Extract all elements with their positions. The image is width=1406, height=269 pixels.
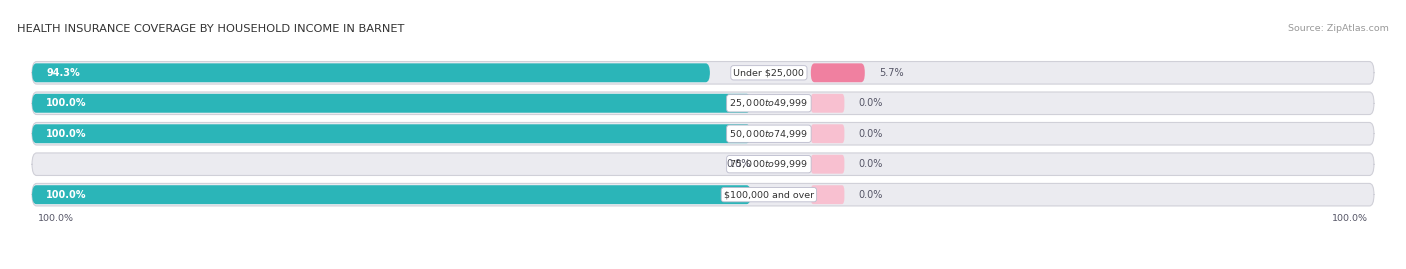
FancyBboxPatch shape <box>32 153 1374 175</box>
FancyBboxPatch shape <box>32 62 1374 84</box>
Text: 0.0%: 0.0% <box>727 159 751 169</box>
Text: $25,000 to $49,999: $25,000 to $49,999 <box>730 97 808 109</box>
FancyBboxPatch shape <box>811 185 845 204</box>
FancyBboxPatch shape <box>811 94 845 113</box>
FancyBboxPatch shape <box>32 94 751 113</box>
Text: 100.0%: 100.0% <box>46 190 87 200</box>
FancyBboxPatch shape <box>811 155 845 174</box>
Text: 100.0%: 100.0% <box>46 98 87 108</box>
Text: 100.0%: 100.0% <box>1331 214 1368 223</box>
Text: Under $25,000: Under $25,000 <box>734 68 804 77</box>
Text: Source: ZipAtlas.com: Source: ZipAtlas.com <box>1288 24 1389 33</box>
FancyBboxPatch shape <box>32 183 1374 206</box>
Text: 0.0%: 0.0% <box>859 159 883 169</box>
FancyBboxPatch shape <box>32 63 710 82</box>
Text: 0.0%: 0.0% <box>859 98 883 108</box>
Text: $75,000 to $99,999: $75,000 to $99,999 <box>730 158 808 170</box>
FancyBboxPatch shape <box>811 63 865 82</box>
Text: 94.3%: 94.3% <box>46 68 80 78</box>
FancyBboxPatch shape <box>811 124 845 143</box>
Text: $50,000 to $74,999: $50,000 to $74,999 <box>730 128 808 140</box>
Text: $100,000 and over: $100,000 and over <box>724 190 814 199</box>
Text: 100.0%: 100.0% <box>46 129 87 139</box>
FancyBboxPatch shape <box>32 122 1374 145</box>
Text: 0.0%: 0.0% <box>859 129 883 139</box>
Text: 0.0%: 0.0% <box>859 190 883 200</box>
FancyBboxPatch shape <box>32 124 751 143</box>
Text: 5.7%: 5.7% <box>879 68 904 78</box>
Text: HEALTH INSURANCE COVERAGE BY HOUSEHOLD INCOME IN BARNET: HEALTH INSURANCE COVERAGE BY HOUSEHOLD I… <box>17 24 405 34</box>
FancyBboxPatch shape <box>32 92 1374 115</box>
Text: 100.0%: 100.0% <box>38 214 75 223</box>
FancyBboxPatch shape <box>32 185 751 204</box>
